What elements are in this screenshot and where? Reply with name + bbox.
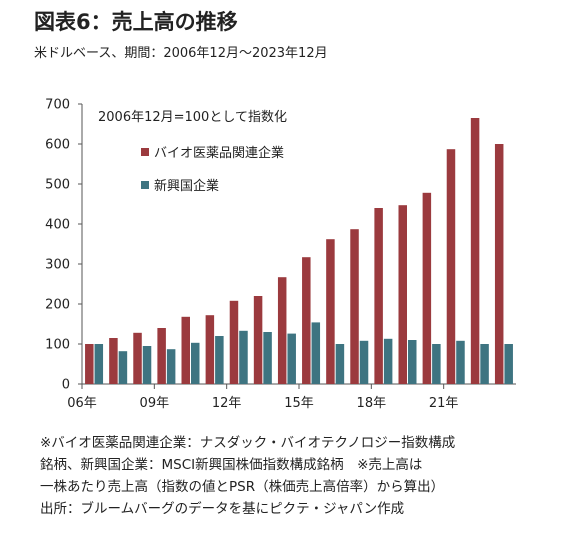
bar-biopharma-10年	[181, 316, 190, 384]
bar-biopharma-22年	[470, 118, 480, 384]
bar-emerging-20年	[432, 344, 441, 384]
bar-biopharma-20年	[422, 192, 432, 384]
bar-emerging-09年	[166, 349, 176, 384]
bar-emerging-08年	[142, 346, 152, 384]
bar-emerging-15年	[311, 322, 321, 384]
x-tick-label: 09年	[140, 396, 170, 411]
bar-emerging-07年	[118, 351, 128, 384]
y-tick-label: 600	[45, 138, 70, 153]
x-tick-label: 06年	[67, 396, 97, 411]
bar-emerging-22年	[480, 344, 489, 384]
bar-biopharma-13年	[253, 296, 263, 384]
bar-biopharma-08年	[133, 332, 142, 384]
legend-swatch	[141, 148, 149, 156]
bar-biopharma-23年	[494, 144, 504, 384]
bar-emerging-14年	[287, 333, 296, 384]
y-tick-label: 300	[45, 258, 70, 273]
bar-emerging-11年	[215, 336, 224, 384]
bar-biopharma-06年	[85, 344, 94, 384]
footnote-line-2: 銘柄、新興国企業：MSCI新興国株価指数構成銘柄 ※売上高は	[40, 457, 423, 473]
bar-chart: 0 100 200 300 400 500 600 700 06年 09年 12年 15年 18年 21年…	[45, 98, 516, 411]
bar-emerging-16年	[335, 344, 345, 384]
chart-axes: 0 100 200 300 400 500 600 700 06年 09年 12年 15年 18年 21年	[45, 98, 516, 411]
bar-biopharma-14年	[277, 277, 287, 384]
y-tick-label: 500	[45, 178, 70, 193]
x-tick-label: 12年	[212, 396, 242, 411]
footnote: ※バイオ医薬品関連企業：ナスダック・バイオテクノロジー指数構成 銘柄、新興国企業…	[40, 432, 570, 520]
bar-emerging-13年	[263, 332, 272, 384]
bar-biopharma-09年	[157, 328, 166, 384]
bar-emerging-23年	[504, 344, 513, 384]
y-tick-label: 100	[45, 338, 70, 353]
chart-title: 図表6：売上高の推移	[34, 10, 238, 34]
bar-biopharma-21年	[446, 149, 456, 384]
bar-biopharma-17年	[350, 229, 359, 384]
y-tick-label: 400	[45, 218, 70, 233]
footnote-line-4: 出所：ブルームバーグのデータを基にピクテ・ジャパン作成	[40, 501, 405, 517]
legend-swatch	[141, 181, 149, 189]
index-annotation: 2006年12月=100として指数化	[98, 110, 287, 125]
bar-biopharma-16年	[326, 239, 335, 384]
bar-emerging-21年	[456, 340, 465, 384]
y-tick-label: 200	[45, 298, 70, 313]
bar-emerging-17年	[359, 340, 369, 384]
bar-emerging-12年	[239, 330, 248, 384]
bar-emerging-10年	[191, 342, 200, 384]
y-tick-label: 0	[62, 378, 70, 393]
bar-biopharma-11年	[205, 315, 215, 384]
bar-biopharma-19年	[398, 205, 407, 384]
footnote-line-1: ※バイオ医薬品関連企業：ナスダック・バイオテクノロジー指数構成	[40, 435, 456, 451]
bar-emerging-19年	[408, 340, 417, 384]
legend-label: バイオ医薬品関連企業	[154, 145, 284, 161]
bar-biopharma-15年	[302, 257, 311, 384]
bar-emerging-06年	[94, 344, 104, 384]
legend-label: 新興国企業	[154, 178, 219, 194]
x-tick-label: 15年	[284, 396, 314, 411]
chart-bars	[85, 118, 513, 384]
bar-biopharma-18年	[374, 208, 383, 384]
y-tick-label: 700	[45, 98, 70, 113]
bar-biopharma-12年	[229, 300, 239, 384]
bar-emerging-18年	[383, 338, 393, 384]
x-tick-label: 18年	[357, 396, 387, 411]
chart-subtitle: 米ドルベース、期間：2006年12月～2023年12月	[34, 46, 328, 61]
footnote-line-3: 一株あたり売上高（指数の値とPSR（株価売上高倍率）から算出）	[40, 479, 445, 495]
bar-biopharma-07年	[109, 338, 118, 384]
x-tick-label: 21年	[429, 396, 459, 411]
